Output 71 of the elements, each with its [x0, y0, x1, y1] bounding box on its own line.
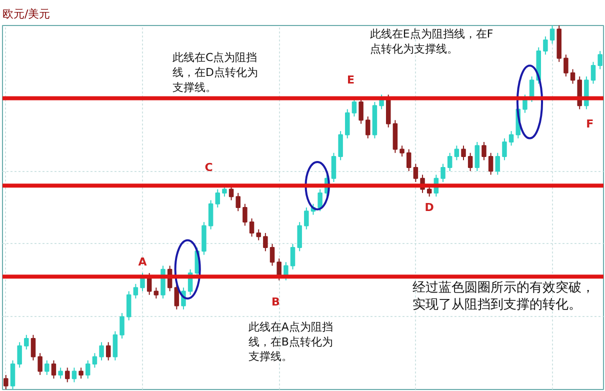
candlestick — [30, 334, 36, 361]
annotation: 此线在A点为阻挡线，在B点转化为支撑线。 — [248, 320, 333, 364]
candlestick — [133, 283, 138, 299]
candlestick — [318, 188, 322, 212]
candlestick — [345, 108, 350, 139]
candlestick — [352, 98, 357, 117]
candlestick — [400, 145, 404, 158]
candlestick — [78, 367, 84, 380]
candlestick — [482, 141, 486, 161]
candlestick — [447, 152, 452, 172]
candlestick — [502, 138, 507, 161]
candlestick — [228, 185, 234, 201]
candlestick — [4, 374, 8, 390]
candlestick — [106, 342, 111, 361]
candlestick — [290, 243, 296, 270]
candlestick — [440, 163, 446, 183]
candlestick — [331, 152, 336, 183]
candlestick — [543, 36, 548, 56]
candlestick — [126, 290, 132, 321]
candlestick — [242, 203, 248, 226]
candlestick — [488, 152, 494, 176]
candlestick — [590, 61, 596, 84]
annotation: E — [347, 74, 355, 87]
candlestick — [65, 367, 70, 383]
candlestick — [92, 352, 98, 368]
candlestick — [72, 367, 77, 383]
candlestick — [413, 163, 418, 183]
candlestick — [154, 287, 159, 299]
annotation: C — [204, 160, 213, 174]
candlestick — [270, 243, 275, 266]
candlestick — [112, 330, 118, 361]
annotation: A — [138, 256, 148, 269]
annotation: B — [271, 296, 280, 309]
candlestick — [495, 152, 500, 176]
candlestick — [24, 334, 29, 350]
annotation: D — [424, 201, 434, 214]
candlestick — [120, 312, 124, 340]
candlestick — [304, 207, 309, 230]
candlestick — [256, 228, 261, 241]
annotation: 此线在E点为阻挡线，在F点转化为支撑线。 — [370, 27, 494, 56]
annotation: 经过蓝色圆圈所示的有效突破，实现了从阻挡到支撑的转化。 — [412, 280, 594, 313]
candlestick — [249, 218, 254, 238]
candlestick — [297, 222, 302, 252]
candlestick — [338, 130, 343, 161]
candlestick — [474, 141, 480, 172]
candlestick — [564, 54, 568, 77]
candlestick — [99, 342, 104, 361]
candlestick — [570, 68, 576, 84]
candlestick — [17, 342, 22, 368]
chart-title: 欧元/美元 — [2, 8, 50, 20]
candlestick — [44, 360, 50, 376]
candlestick — [263, 232, 268, 252]
candlestick — [468, 152, 473, 172]
candlestick — [461, 145, 466, 161]
candlestick — [85, 360, 90, 380]
candlestick — [58, 367, 63, 380]
candlestick — [215, 188, 220, 208]
annotation: F — [586, 117, 594, 130]
candlestick — [236, 192, 240, 212]
candlestick — [550, 26, 555, 44]
candlestick — [358, 98, 364, 124]
candlestick — [406, 148, 412, 172]
candlestick — [454, 145, 460, 161]
candlestick — [51, 360, 56, 380]
candlestick — [508, 130, 514, 146]
candlestick — [366, 116, 370, 139]
annotation: 此线在C点为阻挡线，在D点转化为支撑线。 — [172, 50, 258, 94]
candlestick — [10, 360, 16, 390]
candlestick — [38, 352, 42, 376]
candlestick — [598, 50, 602, 70]
candlestick — [208, 200, 214, 230]
